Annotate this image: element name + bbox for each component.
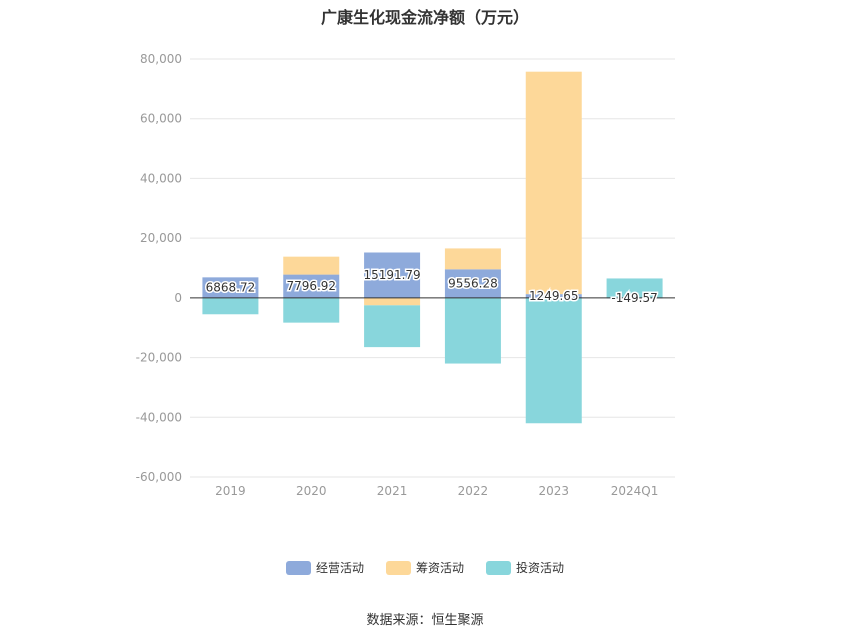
legend-swatch xyxy=(285,560,311,575)
bar-投资活动-2022 xyxy=(444,297,501,364)
legend-swatch xyxy=(486,560,511,575)
legend-item[interactable]: 筹资活动 xyxy=(385,559,464,576)
data-label: 7796.92 xyxy=(286,279,336,293)
y-tick-label: -40,000 xyxy=(136,410,182,424)
bar-经营活动-2021 xyxy=(364,252,421,298)
bar-投资活动-2019 xyxy=(202,297,259,315)
y-tick-label: 80,000 xyxy=(140,52,182,66)
y-tick-label: -20,000 xyxy=(136,351,182,365)
data-label: 15191.79 xyxy=(363,268,420,282)
y-tick-label: -60,000 xyxy=(136,470,182,484)
bar-投资活动-2023 xyxy=(525,297,582,424)
data-label: 1249.65 xyxy=(529,289,579,303)
y-axis-ticks: 80,000 60,000 40,000 20,000 0 -20,000 -40,000 -… xyxy=(136,52,182,484)
x-tick-label: 2022 xyxy=(458,484,489,498)
legend-item[interactable]: 经营活动 xyxy=(285,559,364,576)
bars xyxy=(202,71,663,424)
bar-投资活动-2020 xyxy=(283,297,340,323)
bar-经营活动-2023 xyxy=(525,294,582,298)
data-label: 9556.28 xyxy=(448,277,498,291)
bar-筹资活动-2021 xyxy=(364,297,421,306)
bar-筹资活动-2023 xyxy=(525,71,582,295)
legend-swatch xyxy=(385,560,411,575)
x-tick-label: 2021 xyxy=(377,484,408,498)
data-label: -149.57 xyxy=(611,291,657,305)
y-tick-label: 40,000 xyxy=(140,171,182,185)
x-tick-label: 2023 xyxy=(538,484,569,498)
x-axis-ticks: 2019 2020 2021 2022 2023 2024Q1 xyxy=(215,484,658,498)
legend: 经营活动 筹资活动 投资活动 xyxy=(0,559,850,576)
source-note: 数据来源：恒生聚源 xyxy=(366,613,484,628)
chart-title: 广康生化现金流净额（万元） xyxy=(320,8,529,27)
bar-经营活动-2019 xyxy=(202,277,259,298)
bar-筹资活动-2022 xyxy=(444,248,501,270)
legend-label: 经营活动 xyxy=(315,561,364,575)
data-label: 6868.72 xyxy=(206,281,256,295)
x-tick-label: 2024Q1 xyxy=(611,484,659,498)
bar-经营活动-2022 xyxy=(444,269,501,298)
gridlines xyxy=(190,58,675,478)
legend-label: 投资活动 xyxy=(516,561,565,575)
y-tick-label: 0 xyxy=(174,291,182,305)
bar-经营活动-2020 xyxy=(283,274,340,298)
y-tick-label: 20,000 xyxy=(140,231,182,245)
legend-item[interactable]: 投资活动 xyxy=(486,559,564,576)
bar-投资活动-2024Q1 xyxy=(606,278,663,298)
bar-投资活动-2021 xyxy=(364,305,421,348)
data-labels: 6868.72 7796.92 15191.79 9556.28 1249.65 -149… xyxy=(204,267,659,307)
legend-label: 筹资活动 xyxy=(415,561,464,575)
bar-筹资活动-2020 xyxy=(283,256,340,275)
x-tick-label: 2020 xyxy=(296,484,327,498)
y-tick-label: 60,000 xyxy=(140,112,182,126)
x-tick-label: 2019 xyxy=(215,484,246,498)
